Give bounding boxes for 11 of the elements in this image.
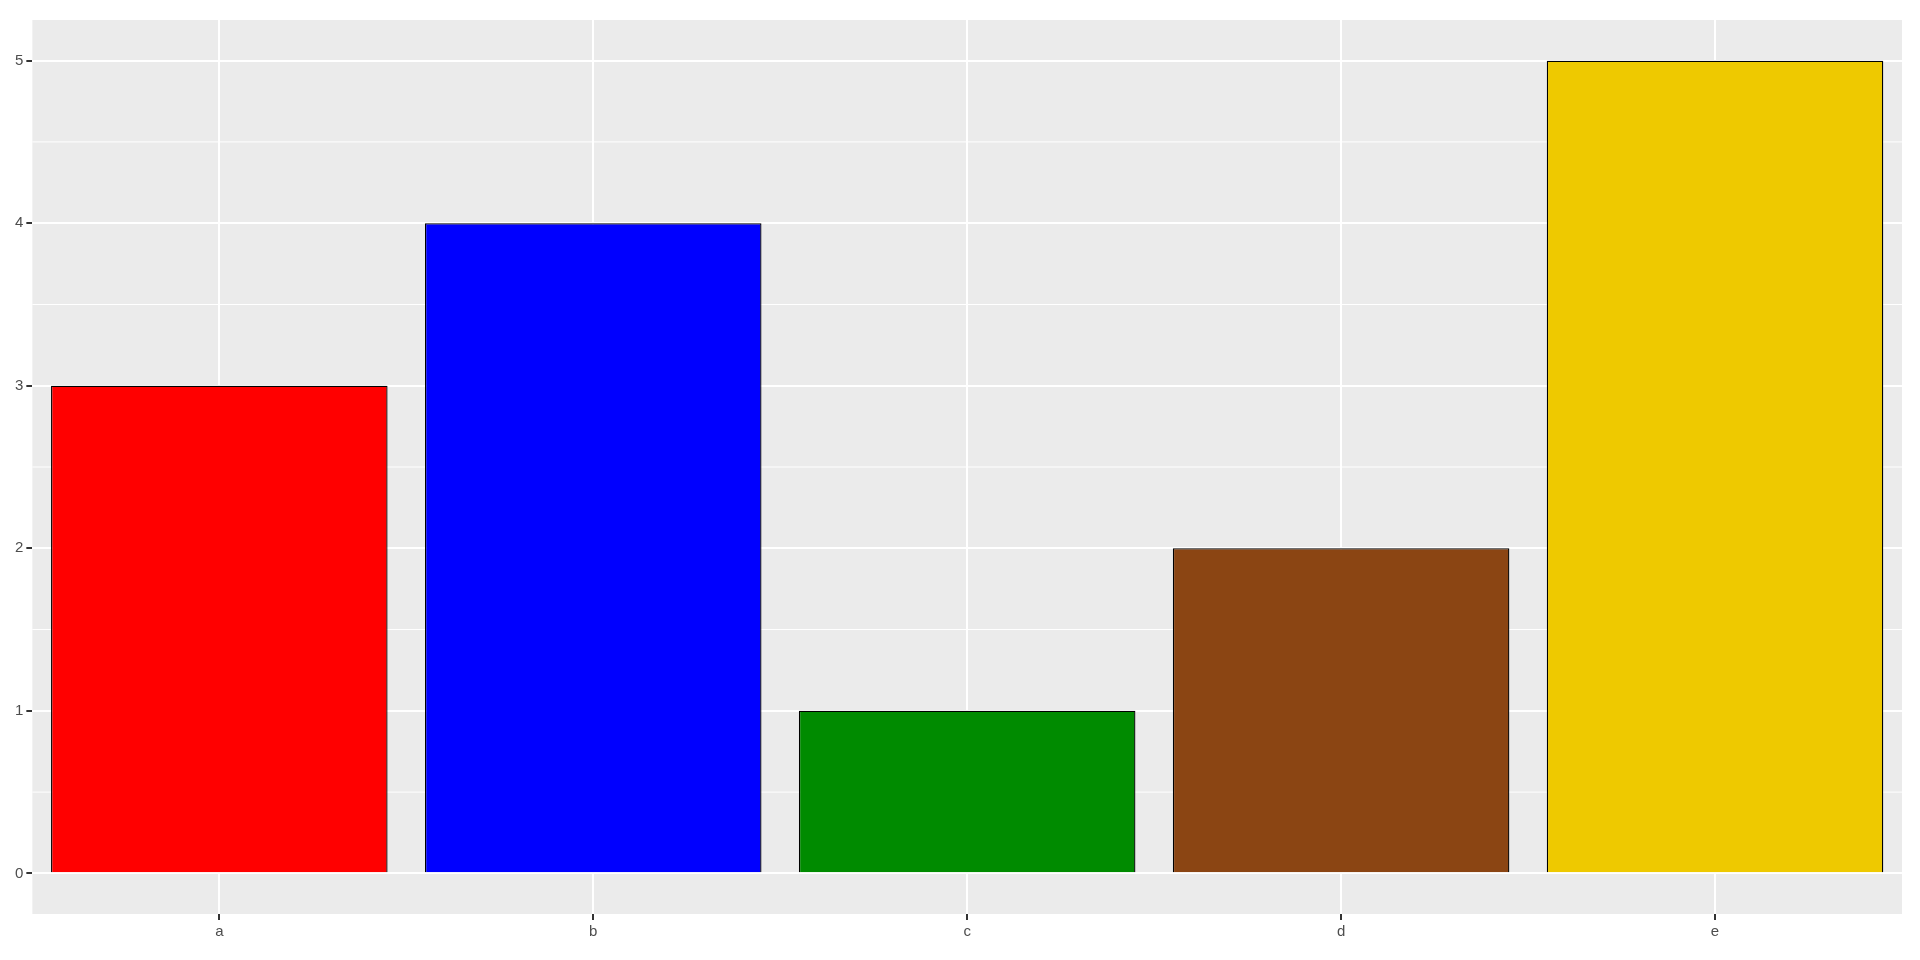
x-tick-label: b: [589, 922, 598, 940]
y-tick-label: 2: [15, 538, 24, 556]
x-tick-label: a: [215, 922, 225, 940]
y-tick-label: 0: [15, 863, 24, 881]
y-tick-label: 3: [15, 375, 24, 393]
y-tick-label: 5: [15, 50, 24, 68]
x-tick-label: c: [963, 922, 972, 940]
y-tick-label: 4: [15, 213, 24, 231]
y-tick-label: 1: [15, 700, 24, 718]
x-tick-label: e: [1710, 922, 1720, 940]
x-tick-label: d: [1336, 922, 1346, 940]
